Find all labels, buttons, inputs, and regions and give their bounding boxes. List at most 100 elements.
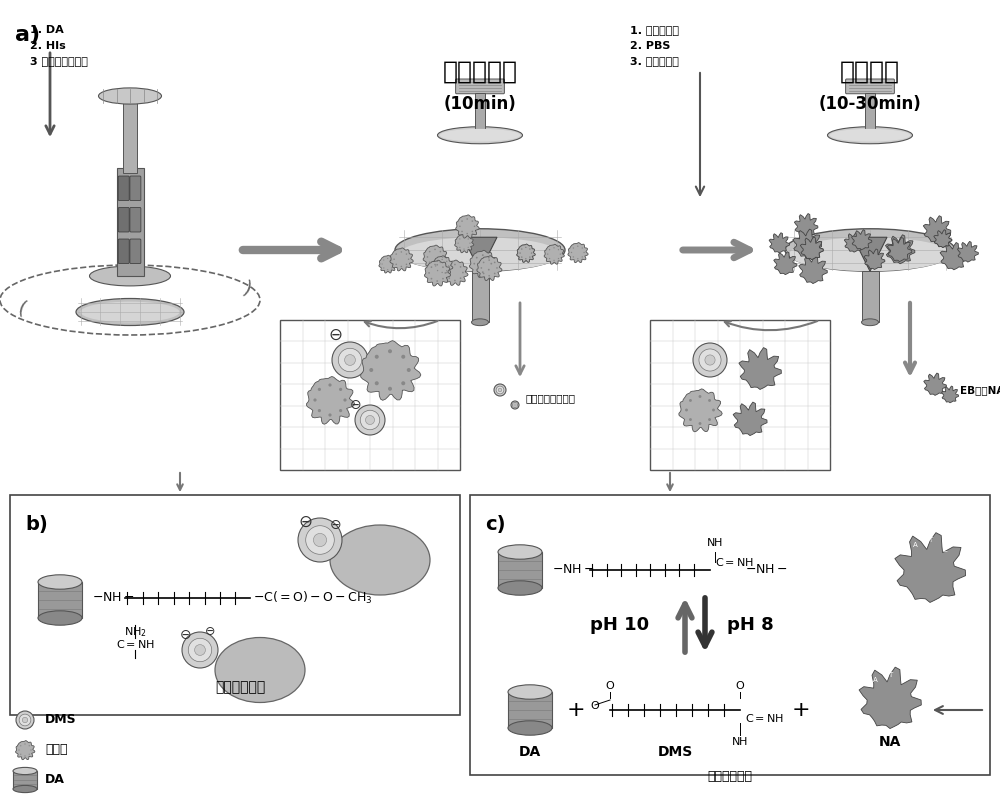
Text: $\mathrm{NH_2}$: $\mathrm{NH_2}$ <box>124 625 146 639</box>
FancyBboxPatch shape <box>470 495 990 775</box>
Text: DA: DA <box>519 745 541 759</box>
FancyBboxPatch shape <box>130 207 141 232</box>
Circle shape <box>328 414 332 417</box>
Ellipse shape <box>13 767 37 775</box>
Circle shape <box>490 263 492 264</box>
Circle shape <box>699 395 701 398</box>
Circle shape <box>355 405 385 435</box>
Polygon shape <box>800 237 823 260</box>
Polygon shape <box>774 252 797 275</box>
Circle shape <box>318 387 321 391</box>
Bar <box>472 272 488 322</box>
Text: 可逆交联反应: 可逆交联反应 <box>708 770 753 783</box>
Circle shape <box>463 249 465 250</box>
Text: EB中的NA: EB中的NA <box>960 385 1000 395</box>
Text: $\mathrm{O}$: $\mathrm{O}$ <box>590 699 600 711</box>
Circle shape <box>446 272 448 273</box>
Circle shape <box>454 264 456 265</box>
Circle shape <box>442 256 443 258</box>
Ellipse shape <box>215 638 305 703</box>
Ellipse shape <box>498 580 542 596</box>
Circle shape <box>483 272 484 274</box>
Circle shape <box>343 399 347 402</box>
Circle shape <box>512 403 518 407</box>
Text: $\ominus$: $\ominus$ <box>328 326 342 344</box>
Circle shape <box>474 225 475 227</box>
Text: $\ominus$: $\ominus$ <box>298 513 312 531</box>
Ellipse shape <box>38 575 82 589</box>
Circle shape <box>437 270 438 272</box>
Circle shape <box>460 266 461 268</box>
Text: 不含病原体的溶液: 不含病原体的溶液 <box>525 393 575 403</box>
Polygon shape <box>442 260 468 286</box>
Text: $\mathrm{NH}$: $\mathrm{NH}$ <box>706 536 724 548</box>
Circle shape <box>488 256 490 259</box>
Text: $\ominus$: $\ominus$ <box>204 626 216 638</box>
Ellipse shape <box>13 785 37 792</box>
Polygon shape <box>864 249 885 269</box>
Circle shape <box>366 415 374 425</box>
Circle shape <box>693 343 727 377</box>
Text: c): c) <box>485 515 506 534</box>
Circle shape <box>463 237 465 238</box>
FancyBboxPatch shape <box>118 239 129 264</box>
Circle shape <box>549 249 550 250</box>
Circle shape <box>406 264 407 265</box>
Circle shape <box>476 269 478 271</box>
Circle shape <box>387 269 388 270</box>
Circle shape <box>313 534 327 546</box>
Bar <box>280 320 460 470</box>
Circle shape <box>582 256 583 257</box>
Ellipse shape <box>38 611 82 625</box>
Circle shape <box>19 714 31 726</box>
Circle shape <box>560 253 561 255</box>
Polygon shape <box>361 341 421 400</box>
Polygon shape <box>517 244 535 262</box>
Circle shape <box>529 256 530 258</box>
Circle shape <box>182 632 218 668</box>
Ellipse shape <box>789 237 951 272</box>
Circle shape <box>393 258 395 260</box>
FancyBboxPatch shape <box>456 79 504 94</box>
Polygon shape <box>423 245 448 269</box>
Polygon shape <box>895 533 966 603</box>
Ellipse shape <box>90 266 170 286</box>
Circle shape <box>457 242 459 244</box>
Ellipse shape <box>438 127 522 144</box>
Polygon shape <box>432 256 453 276</box>
Text: $\mathrm{C=NH}$: $\mathrm{C=NH}$ <box>715 556 754 568</box>
Circle shape <box>519 252 521 253</box>
Circle shape <box>573 248 574 249</box>
Circle shape <box>547 253 548 255</box>
Circle shape <box>313 399 317 402</box>
Circle shape <box>442 266 444 268</box>
Circle shape <box>468 238 469 240</box>
Circle shape <box>436 280 438 282</box>
Bar <box>475 93 485 135</box>
Text: pH 10: pH 10 <box>590 616 650 634</box>
Polygon shape <box>800 237 823 260</box>
Ellipse shape <box>862 319 879 326</box>
Circle shape <box>712 409 715 411</box>
Bar <box>650 320 830 470</box>
Polygon shape <box>739 348 781 390</box>
Circle shape <box>441 272 443 273</box>
Ellipse shape <box>80 302 180 322</box>
Circle shape <box>395 264 397 265</box>
Circle shape <box>434 249 436 250</box>
Text: 与病原体结合: 与病原体结合 <box>215 680 265 694</box>
Circle shape <box>388 349 392 353</box>
Circle shape <box>514 404 516 407</box>
Circle shape <box>188 638 212 661</box>
Circle shape <box>482 254 484 256</box>
Circle shape <box>388 387 392 391</box>
Circle shape <box>401 251 402 252</box>
Circle shape <box>469 242 471 244</box>
Polygon shape <box>568 243 588 263</box>
Text: $-\mathrm{NH}-$: $-\mathrm{NH}-$ <box>745 564 787 576</box>
FancyBboxPatch shape <box>118 207 129 232</box>
FancyBboxPatch shape <box>130 176 141 201</box>
Circle shape <box>328 384 332 387</box>
Bar <box>13 771 37 789</box>
Circle shape <box>525 247 526 248</box>
